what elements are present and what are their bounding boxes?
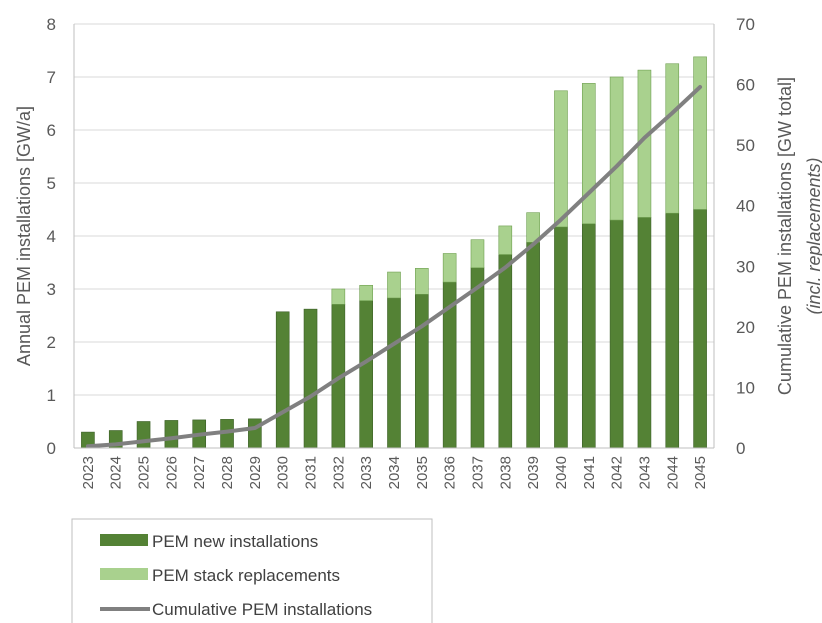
bar-new-installations-2040 xyxy=(554,226,568,449)
bar-new-installations-2043 xyxy=(637,217,652,449)
x-tick-label: 2027 xyxy=(191,456,208,489)
bar-new-installations-2031 xyxy=(303,308,318,449)
x-tick-label: 2026 xyxy=(163,456,180,489)
right-tick-label: 10 xyxy=(736,378,755,397)
bar-stack-replacements-2038 xyxy=(498,225,513,255)
x-tick-label: 2039 xyxy=(525,456,542,489)
x-tick-label: 2044 xyxy=(664,456,681,489)
legend-label-stack-replacements: PEM stack replacements xyxy=(152,566,340,585)
legend-label-cumulative: Cumulative PEM installations xyxy=(152,600,372,619)
right-axis-title: Cumulative PEM installations [GW total] xyxy=(775,77,795,395)
right-axis-ticks: 0 10 20 30 40 50 60 70 xyxy=(736,15,755,458)
bar-new-installations-2026 xyxy=(164,420,179,449)
x-axis-ticks: 2023 2024 2025 2026 2027 2028 2029 2030 2031 2032… xyxy=(80,456,709,489)
left-tick-label: 7 xyxy=(47,68,56,87)
bar-new-installations-2041 xyxy=(581,223,596,449)
x-tick-label: 2030 xyxy=(275,456,292,489)
x-tick-label: 2025 xyxy=(136,456,153,489)
legend-swatch-new-installations xyxy=(100,534,148,546)
right-tick-label: 60 xyxy=(736,76,755,95)
x-tick-label: 2032 xyxy=(330,456,347,489)
right-tick-label: 40 xyxy=(736,197,755,216)
legend-swatch-stack-replacements xyxy=(100,568,148,580)
bar-new-installations-2037 xyxy=(470,267,485,449)
bar-stack-replacements-2036 xyxy=(442,253,457,283)
x-tick-label: 2033 xyxy=(358,456,375,489)
x-tick-label: 2041 xyxy=(581,456,598,489)
right-tick-label: 0 xyxy=(736,439,745,458)
x-tick-label: 2036 xyxy=(442,456,459,489)
left-tick-label: 0 xyxy=(47,439,56,458)
x-tick-label: 2042 xyxy=(609,456,626,489)
x-tick-label: 2024 xyxy=(108,456,125,489)
right-tick-label: 70 xyxy=(736,15,755,34)
bar-stack-replacements-2034 xyxy=(387,271,401,299)
bar-stack-replacements-2045 xyxy=(693,56,707,210)
bar-stack-replacements-2042 xyxy=(609,76,624,221)
left-axis-ticks: 0 1 2 3 4 5 6 7 8 xyxy=(47,15,56,458)
bar-stack-replacements-2044 xyxy=(665,63,680,214)
bar-new-installations-2045 xyxy=(693,209,707,449)
bar-new-installations-2030 xyxy=(275,311,290,449)
bar-new-installations-2039 xyxy=(526,242,540,449)
left-tick-label: 5 xyxy=(47,174,56,193)
x-tick-label: 2035 xyxy=(414,456,431,489)
x-tick-label: 2045 xyxy=(692,456,709,489)
bar-new-installations-2033 xyxy=(359,300,373,449)
x-tick-label: 2037 xyxy=(470,456,487,489)
x-tick-label: 2028 xyxy=(219,456,236,489)
cumulative-line-layer xyxy=(85,85,703,449)
bar-stack-replacements-2032 xyxy=(331,288,346,305)
cumulative-line xyxy=(85,85,703,449)
bar-stack-replacements-2037 xyxy=(470,239,485,269)
bar-new-installations-2042 xyxy=(609,219,624,449)
right-axis-subtitle: (incl. replacements) xyxy=(804,157,822,314)
x-tick-label: 2038 xyxy=(497,456,514,489)
bar-stack-replacements-2041 xyxy=(581,83,596,225)
bar-new-installations-2034 xyxy=(387,297,401,449)
legend: PEM new installations PEM stack replacem… xyxy=(71,518,433,623)
left-tick-label: 2 xyxy=(47,333,56,352)
left-tick-label: 4 xyxy=(47,227,56,246)
x-tick-label: 2040 xyxy=(553,456,570,489)
x-tick-label: 2031 xyxy=(303,456,320,489)
x-tick-label: 2034 xyxy=(386,456,403,489)
legend-label-new-installations: PEM new installations xyxy=(152,532,318,551)
bar-stack-replacements-2033 xyxy=(359,284,373,301)
bar-new-installations-2044 xyxy=(665,212,680,449)
left-tick-label: 8 xyxy=(47,15,56,34)
x-tick-label: 2023 xyxy=(80,456,97,489)
left-axis-title: Annual PEM installations [GW/a] xyxy=(14,106,34,366)
x-tick-label: 2029 xyxy=(247,456,264,489)
gridlines xyxy=(74,23,714,449)
right-tick-label: 50 xyxy=(736,136,755,155)
left-tick-label: 3 xyxy=(47,280,56,299)
x-tick-label: 2043 xyxy=(636,456,653,489)
bar-new-installations-2038 xyxy=(498,254,513,449)
axes xyxy=(73,24,715,449)
bar-stack-replacements-2035 xyxy=(415,268,429,295)
bar-new-installations-2035 xyxy=(415,293,429,449)
bar-stack-replacements-2040 xyxy=(554,90,568,228)
left-tick-label: 6 xyxy=(47,121,56,140)
right-tick-label: 30 xyxy=(736,257,755,276)
bar-new-installations-2025 xyxy=(136,421,151,449)
bars xyxy=(81,56,707,449)
right-tick-label: 20 xyxy=(736,318,755,337)
left-tick-label: 1 xyxy=(47,386,56,405)
